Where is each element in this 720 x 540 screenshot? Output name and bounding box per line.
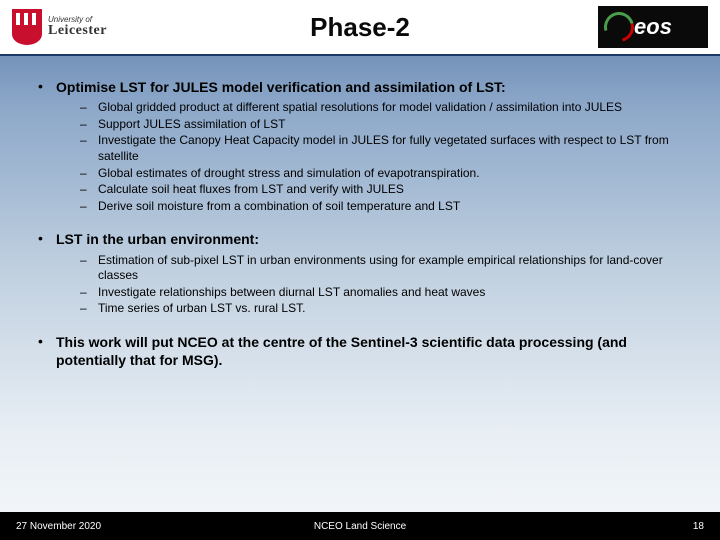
sub-item: Time series of urban LST vs. rural LST. — [80, 301, 688, 317]
bullet-head: LST in the urban environment: — [56, 230, 688, 248]
eos-text: eos — [634, 14, 672, 40]
sub-list-1: Estimation of sub-pixel LST in urban env… — [56, 253, 688, 317]
bullet-list: Optimise LST for JULES model verificatio… — [32, 78, 688, 369]
shield-icon — [12, 9, 42, 45]
footer-center: NCEO Land Science — [314, 521, 406, 532]
footer-date: 27 November 2020 — [16, 521, 101, 532]
sub-list-0: Global gridded product at different spat… — [56, 100, 688, 214]
bullet-head: This work will put NCEO at the centre of… — [56, 333, 688, 369]
eos-swoosh-icon — [599, 7, 640, 48]
university-name: University of Leicester — [48, 16, 107, 38]
sub-item: Support JULES assimilation of LST — [80, 117, 688, 133]
slide-title: Phase-2 — [310, 12, 410, 43]
university-logo: University of Leicester — [12, 6, 162, 48]
main-bullet-0: Optimise LST for JULES model verificatio… — [32, 78, 688, 214]
sub-item: Global estimates of drought stress and s… — [80, 166, 688, 182]
eos-logo: eos — [598, 6, 708, 48]
bullet-head: Optimise LST for JULES model verificatio… — [56, 78, 688, 96]
sub-item: Derive soil moisture from a combination … — [80, 199, 688, 215]
sub-item: Estimation of sub-pixel LST in urban env… — [80, 253, 688, 284]
slide-content: Optimise LST for JULES model verificatio… — [0, 56, 720, 369]
slide-footer: 27 November 2020 NCEO Land Science 18 — [0, 512, 720, 540]
sub-item: Investigate the Canopy Heat Capacity mod… — [80, 133, 688, 164]
university-bot: Leicester — [48, 24, 107, 38]
main-bullet-2: This work will put NCEO at the centre of… — [32, 333, 688, 369]
footer-page: 18 — [693, 521, 704, 532]
sub-item: Global gridded product at different spat… — [80, 100, 688, 116]
main-bullet-1: LST in the urban environment: Estimation… — [32, 230, 688, 317]
sub-item: Calculate soil heat fluxes from LST and … — [80, 182, 688, 198]
sub-item: Investigate relationships between diurna… — [80, 285, 688, 301]
slide-header: University of Leicester Phase-2 eos — [0, 0, 720, 56]
